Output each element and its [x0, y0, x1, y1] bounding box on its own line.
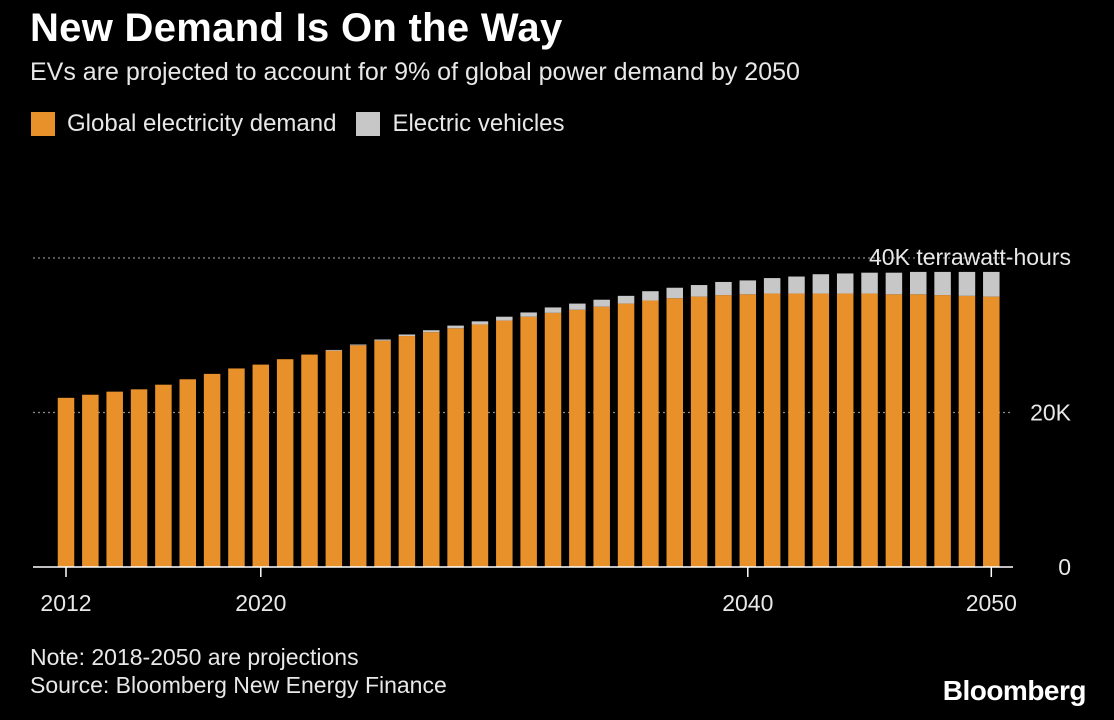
bar-ev-2049 [958, 271, 976, 296]
bar-demand-2016 [155, 384, 172, 567]
bar-demand-2042 [788, 293, 805, 567]
bar-demand-2013 [82, 394, 99, 567]
bar-demand-2041 [763, 293, 781, 567]
y-tick-label-0: 0 [1058, 554, 1071, 580]
bar-ev-2027 [423, 330, 440, 333]
bar-demand-2034 [593, 306, 610, 567]
bar-ev-2038 [690, 285, 708, 297]
bar-demand-2050 [983, 296, 1000, 567]
bar-demand-2021 [276, 359, 294, 567]
bar-ev-2037 [666, 287, 683, 299]
bar-demand-2014 [106, 391, 123, 567]
bar-ev-2045 [861, 272, 878, 294]
x-tick-label-2020: 2020 [235, 590, 286, 616]
bar-demand-2037 [666, 298, 683, 567]
bar-demand-2032 [544, 312, 562, 567]
bar-ev-2032 [544, 307, 562, 313]
bar-demand-2048 [934, 295, 951, 567]
x-tick-label-2040: 2040 [722, 590, 773, 616]
bar-demand-2025 [374, 340, 391, 567]
bar-ev-2035 [617, 295, 635, 304]
legend-label-demand: Global electricity demand [67, 110, 337, 137]
bar-ev-2044 [836, 273, 854, 294]
bar-demand-2015 [130, 389, 148, 567]
legend-item-demand: Global electricity demand [31, 110, 336, 138]
bar-ev-2042 [788, 276, 805, 294]
bar-demand-2043 [812, 293, 830, 567]
legend-item-ev: Electric vehicles [356, 110, 565, 138]
bar-ev-2031 [520, 312, 537, 317]
bar-ev-2039 [715, 281, 732, 296]
bar-demand-2044 [836, 293, 854, 567]
bar-demand-2020 [252, 364, 270, 567]
bar-ev-2041 [763, 278, 781, 294]
bar-demand-2039 [715, 295, 732, 567]
bar-ev-2036 [642, 291, 659, 301]
bar-demand-2012 [57, 397, 75, 567]
bar-demand-2030 [496, 320, 513, 567]
y-tick-label-1: 20K [1030, 400, 1072, 426]
x-tick-label-2050: 2050 [966, 590, 1017, 616]
bar-demand-2038 [690, 296, 708, 567]
note-text: Note: 2018-2050 are projections [30, 644, 359, 670]
bar-demand-2040 [739, 294, 757, 567]
bar-demand-2029 [471, 324, 489, 567]
source-text: Source: Bloomberg New Energy Finance [30, 672, 447, 698]
bar-ev-2043 [812, 274, 830, 294]
bar-ev-2033 [569, 303, 586, 310]
bar-demand-2027 [423, 332, 440, 567]
bar-demand-2036 [642, 300, 659, 567]
bar-ev-2046 [885, 272, 903, 295]
bar-demand-2019 [228, 368, 245, 567]
legend-label-ev: Electric vehicles [392, 110, 565, 137]
chart-footnote: Note: 2018-2050 are projections Source: … [30, 643, 447, 699]
bar-demand-2022 [301, 354, 318, 567]
bar-ev-2028 [447, 325, 464, 329]
bar-demand-2018 [203, 373, 221, 567]
legend-swatch-ev [356, 112, 381, 136]
bar-ev-2025 [374, 339, 391, 341]
bar-demand-2045 [861, 293, 878, 567]
bar-ev-2030 [496, 316, 513, 321]
chart-title: New Demand Is On the Way [30, 6, 563, 50]
bar-demand-2017 [179, 379, 196, 567]
x-tick-label-2012: 2012 [40, 590, 91, 616]
bar-ev-2034 [593, 299, 610, 307]
bar-ev-2029 [471, 321, 489, 325]
y-tick-label-2: 40K terrawatt-hours [869, 244, 1071, 270]
bar-ev-2047 [910, 271, 927, 295]
bar-demand-2049 [958, 295, 976, 567]
bar-demand-2026 [398, 336, 416, 567]
bar-demand-2046 [885, 294, 903, 567]
chart-subtitle: EVs are projected to account for 9% of g… [30, 58, 800, 86]
bar-demand-2035 [617, 303, 635, 567]
bar-demand-2033 [569, 309, 586, 567]
bar-demand-2023 [325, 350, 343, 567]
chart-legend: Global electricity demand Electric vehic… [31, 110, 585, 138]
bar-ev-2026 [398, 334, 416, 337]
bar-ev-2023 [325, 349, 343, 351]
bloomberg-logo: Bloomberg [942, 675, 1087, 706]
bar-ev-2024 [349, 344, 367, 346]
bar-ev-2040 [739, 280, 757, 295]
bar-demand-2028 [447, 328, 464, 567]
bar-ev-2050 [983, 271, 1000, 297]
bar-demand-2047 [910, 294, 927, 567]
bar-ev-2048 [934, 271, 951, 296]
legend-swatch-demand [31, 112, 55, 136]
bar-demand-2024 [349, 345, 367, 567]
bar-demand-2031 [520, 316, 537, 567]
